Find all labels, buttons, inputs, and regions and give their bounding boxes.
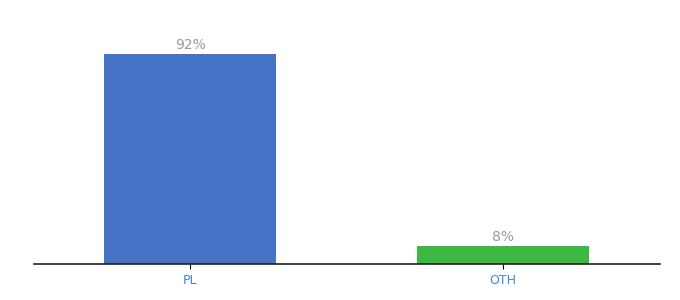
- Text: 92%: 92%: [175, 38, 206, 52]
- Bar: [418, 246, 589, 264]
- Text: 8%: 8%: [492, 230, 514, 244]
- Bar: [105, 54, 276, 264]
